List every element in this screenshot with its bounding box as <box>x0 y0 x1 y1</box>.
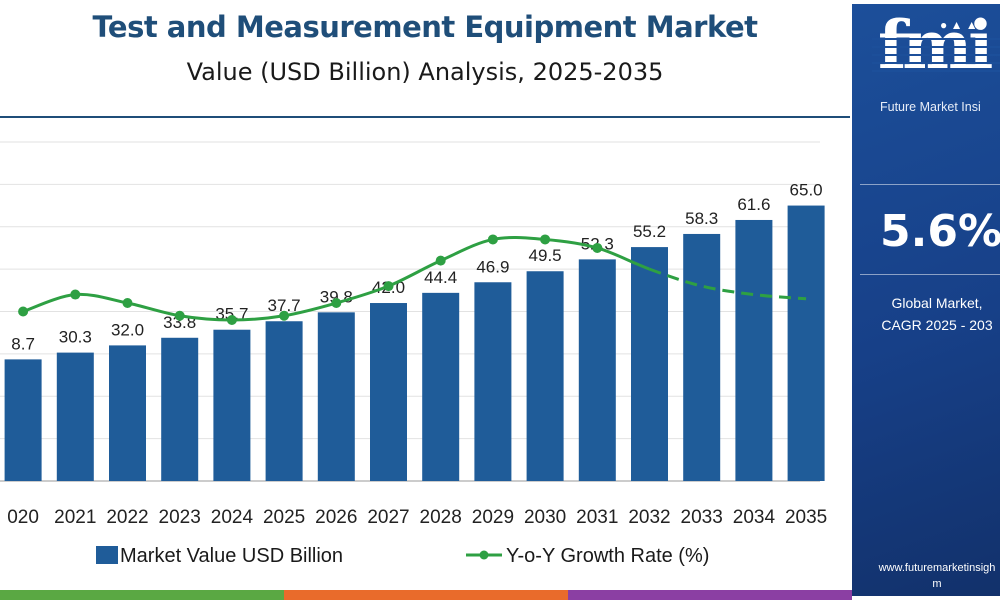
cagr-label-line1: Global Market, <box>891 295 983 311</box>
panel-divider-top <box>860 184 1000 185</box>
bar-label-2029: 46.9 <box>476 257 509 276</box>
bar-2021 <box>56 352 94 481</box>
x-tick-2034: 2034 <box>733 507 776 528</box>
growth-point-2029 <box>487 234 498 245</box>
x-tick-2020: 020 <box>7 507 39 528</box>
x-tick-2028: 2028 <box>420 507 462 528</box>
bar-2024 <box>213 329 251 481</box>
summary-panel: fmi ● ▲ ▲ Future Market Insi 5.6% Global… <box>852 4 1000 596</box>
bar-value-labels: 8.730.332.033.835.737.739.842.044.446.94… <box>11 181 822 354</box>
legend-bar-label: Market Value USD Billion <box>120 545 343 567</box>
x-tick-2025: 2025 <box>263 507 305 528</box>
bar-2028 <box>422 292 460 481</box>
bottom-color-bar <box>0 590 852 600</box>
title-divider <box>0 116 850 118</box>
bar-2025 <box>265 321 303 481</box>
cagr-label-line2: CAGR 2025 - 203 <box>881 317 993 333</box>
bar-2031 <box>578 259 616 481</box>
growth-point-2031 <box>592 242 603 253</box>
chart-subtitle: Value (USD Billion) Analysis, 2025-2035 <box>186 58 664 86</box>
website-line1: www.futuremarketinsigh <box>878 562 996 574</box>
x-tick-2031: 2031 <box>576 507 618 528</box>
growth-point-2028 <box>435 255 446 266</box>
bottom-bar-orange <box>284 590 568 600</box>
x-tick-2035: 2035 <box>785 507 827 528</box>
bar-label-2020: 8.7 <box>11 334 35 353</box>
logo-stripes <box>872 32 1000 72</box>
bar-label-2021: 30.3 <box>59 328 92 347</box>
bar-2020 <box>4 359 42 481</box>
website-line2: m <box>932 578 942 590</box>
bar-label-2035: 65.0 <box>790 181 823 200</box>
bars <box>4 205 825 481</box>
growth-point-2030 <box>540 234 551 245</box>
bar-2030 <box>526 271 564 481</box>
bar-2027 <box>370 303 407 481</box>
bar-label-2025: 37.7 <box>268 296 301 315</box>
x-tick-2027: 2027 <box>367 507 409 528</box>
bar-label-2028: 44.4 <box>424 268 457 287</box>
x-tick-2029: 2029 <box>472 507 514 528</box>
bar-label-2022: 32.0 <box>111 320 144 339</box>
x-tick-2022: 2022 <box>106 507 148 528</box>
company-name: Future Market Insi <box>880 100 981 114</box>
legend-line-label: Y-o-Y Growth Rate (%) <box>506 545 709 567</box>
bar-2022 <box>109 345 146 481</box>
x-tick-2021: 2021 <box>54 507 96 528</box>
panel-divider-bottom <box>860 274 1000 275</box>
x-tick-2024: 2024 <box>211 507 254 528</box>
bottom-bar-green <box>0 590 284 600</box>
bar-label-2030: 49.5 <box>529 246 562 265</box>
bar-2034 <box>735 219 773 481</box>
x-tick-2023: 2023 <box>159 507 201 528</box>
bar-2026 <box>317 312 355 481</box>
legend: Market Value USD Billion Y-o-Y Growth Ra… <box>96 545 709 567</box>
bottom-bar-purple <box>568 590 852 600</box>
chart-title: Test and Measurement Equipment Market <box>92 10 758 44</box>
bar-2023 <box>161 337 199 481</box>
bar-2029 <box>474 282 512 481</box>
bar-line-chart: 8.730.332.033.835.737.739.842.044.446.94… <box>0 141 827 567</box>
bar-label-2032: 55.2 <box>633 222 666 241</box>
legend-bar-swatch <box>96 546 118 564</box>
growth-point-2026 <box>331 298 342 309</box>
x-tick-labels: 020 2021 2022 2023 2024 2025 2026 2027 2028 2029 2… <box>7 507 827 528</box>
growth-point-2027 <box>383 281 394 292</box>
x-tick-2033: 2033 <box>681 507 723 528</box>
bar-2033 <box>683 233 721 481</box>
x-tick-2030: 2030 <box>524 507 566 528</box>
bar-label-2033: 58.3 <box>685 209 718 228</box>
logo-icons: ● ▲ ▲ <box>940 18 978 32</box>
growth-point-2024 <box>226 314 237 325</box>
bar-label-2034: 61.6 <box>737 195 770 214</box>
growth-line-dashed <box>648 267 807 301</box>
cagr-value: 5.6% <box>880 206 1000 257</box>
cagr-label: Global Market, CAGR 2025 - 203 <box>852 292 1000 336</box>
website-link[interactable]: www.futuremarketinsigh m <box>852 560 1000 592</box>
growth-point-2021 <box>70 289 81 300</box>
growth-point-2023 <box>174 310 185 321</box>
bar-2032 <box>631 247 668 481</box>
x-tick-2026: 2026 <box>315 507 357 528</box>
growth-line <box>18 234 807 325</box>
x-tick-2032: 2032 <box>628 507 670 528</box>
legend-line-marker <box>479 550 489 560</box>
bar-2035 <box>787 205 825 481</box>
growth-point-2020 <box>18 306 29 317</box>
growth-point-2025 <box>279 310 290 321</box>
growth-point-2022 <box>122 298 133 309</box>
